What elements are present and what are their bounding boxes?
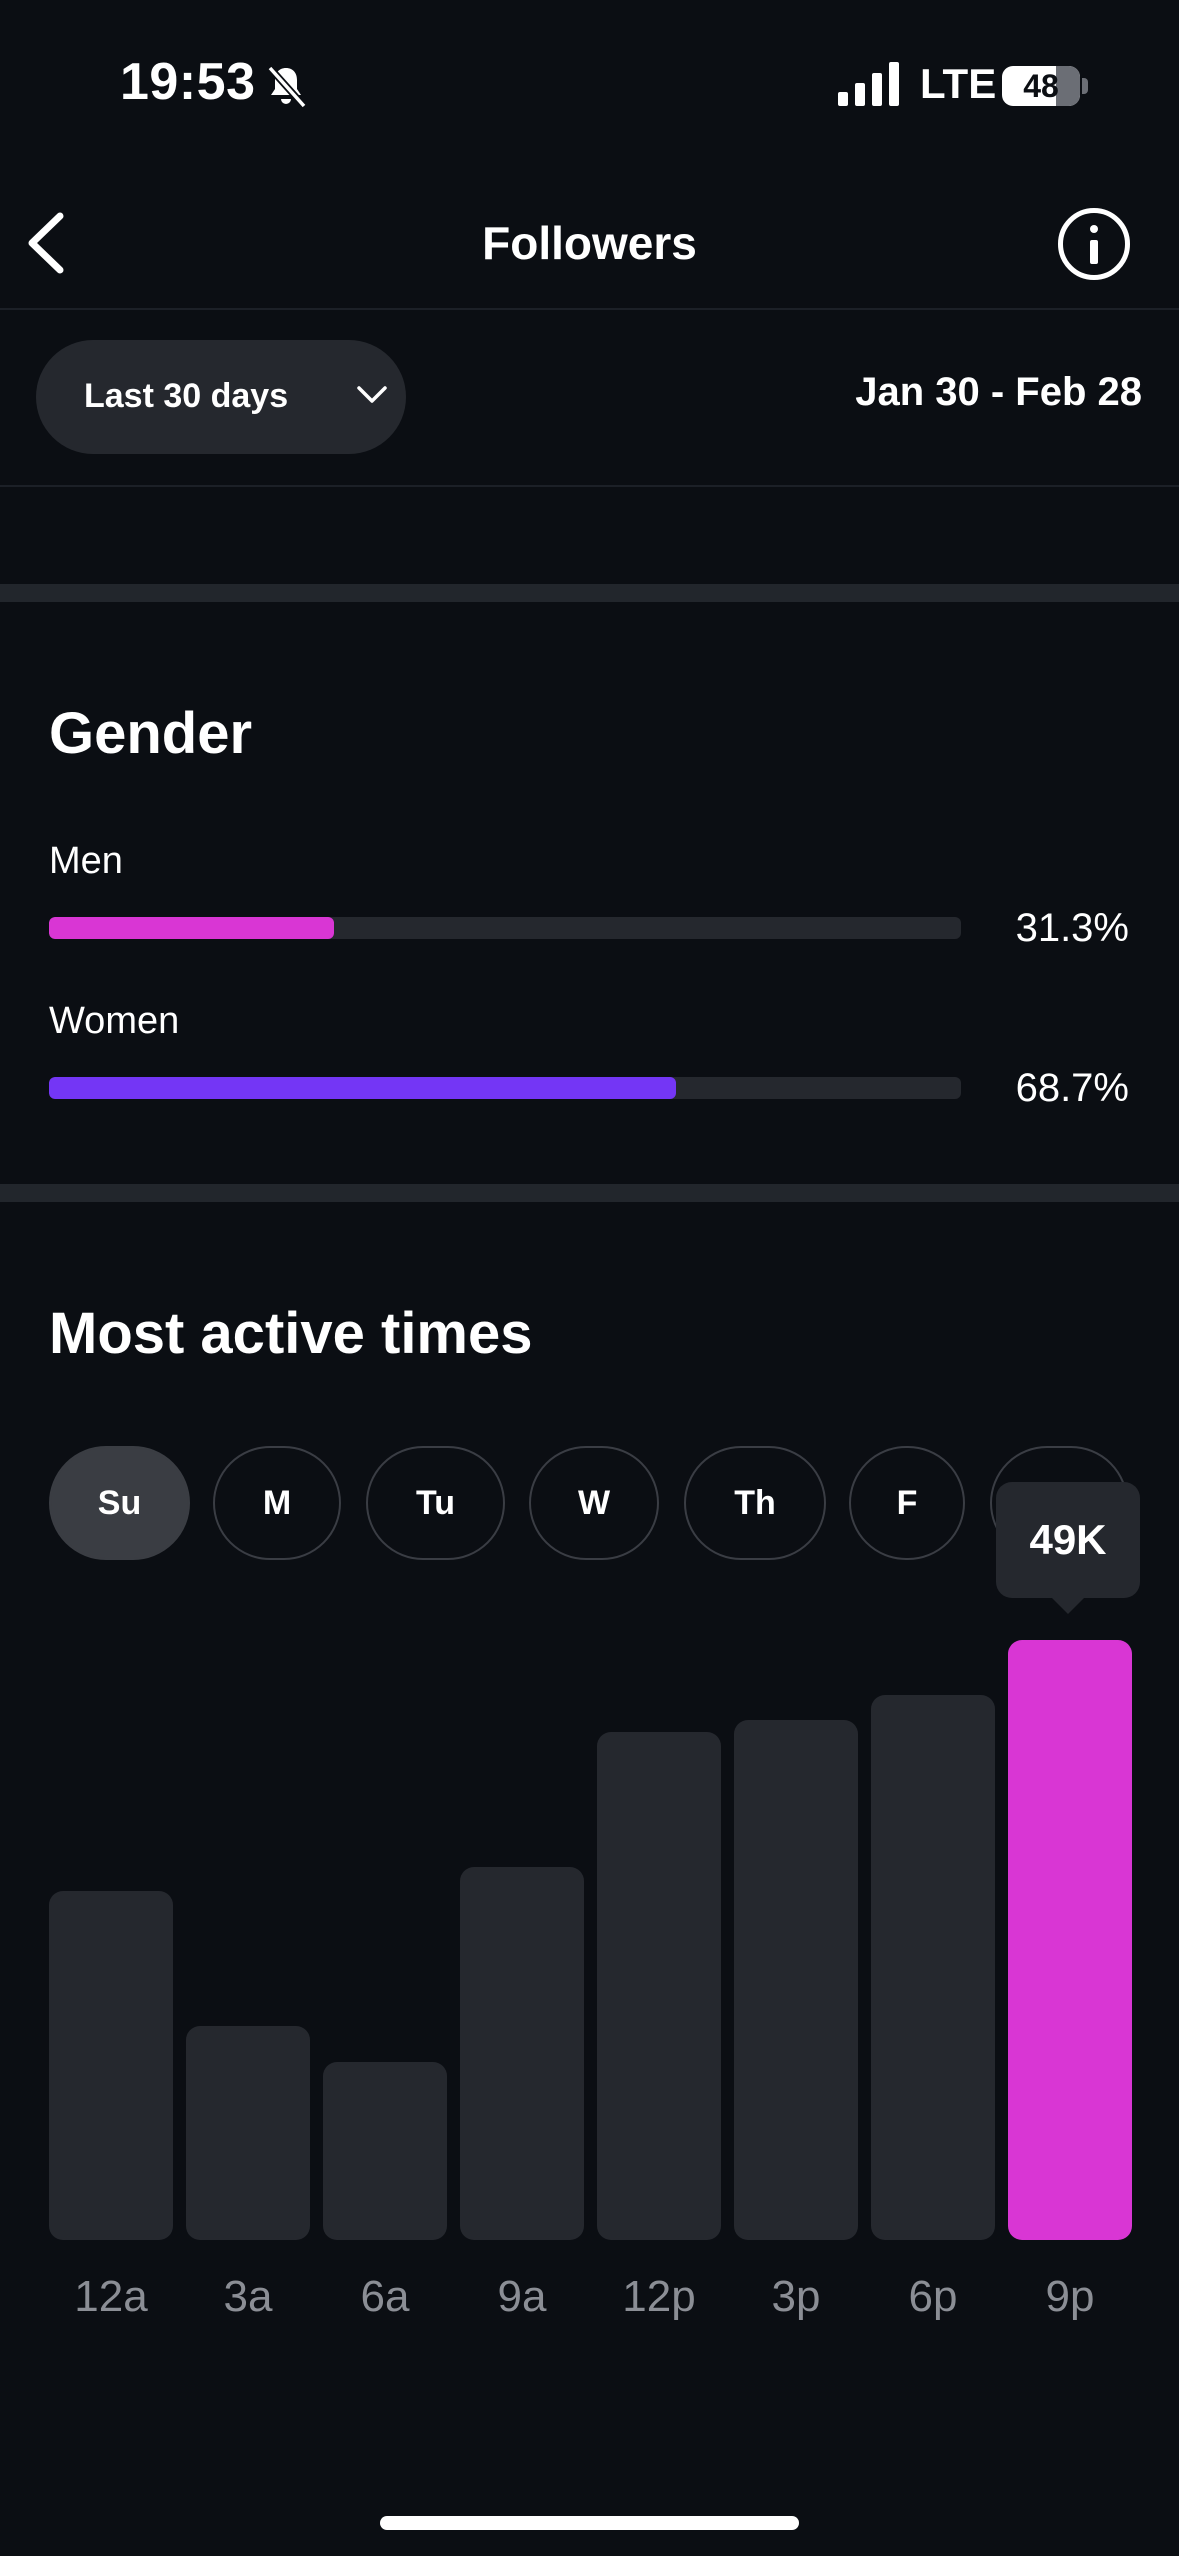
active-times-title: Most active times (49, 1301, 533, 1366)
cellular-signal-icon (838, 62, 899, 106)
battery-icon: 48 (1002, 66, 1080, 106)
chart-bar-3a[interactable] (186, 2025, 310, 2240)
gender-fill-men (49, 917, 335, 939)
gender-bar-women (49, 1077, 961, 1099)
chart-bar-12a[interactable] (49, 1891, 173, 2240)
gender-label-women: Women (49, 1000, 180, 1042)
day-pill-w[interactable]: W (529, 1446, 659, 1560)
chart-bar-3p[interactable] (734, 1719, 858, 2240)
home-indicator (380, 2516, 799, 2530)
chart-bar-9p[interactable] (1008, 1640, 1132, 2240)
gender-fill-women (49, 1077, 676, 1099)
date-range-text: Jan 30 - Feb 28 (855, 370, 1142, 414)
info-icon[interactable] (1058, 208, 1130, 280)
chart-bar-9a[interactable] (460, 1866, 584, 2240)
chart-bar-6p[interactable] (871, 1695, 995, 2240)
day-pill-f[interactable]: F (849, 1446, 965, 1560)
nav-divider (0, 308, 1179, 310)
day-pill-th[interactable]: Th (684, 1446, 826, 1560)
chevron-down-icon (357, 386, 387, 403)
section-divider (0, 584, 1179, 602)
gender-percent-women: 68.7% (1015, 1066, 1129, 1110)
day-pill-tu[interactable]: Tu (366, 1446, 505, 1560)
chart-bar-12p[interactable] (597, 1731, 721, 2240)
day-pill-su[interactable]: Su (49, 1446, 190, 1560)
x-tick-label: 6p (908, 2272, 958, 2321)
filter-divider (0, 485, 1179, 487)
date-range-dropdown[interactable]: Last 30 days (36, 340, 406, 454)
x-tick-label: 9a (497, 2272, 547, 2321)
chart-bar-6a[interactable] (323, 2062, 447, 2240)
tooltip-arrow (1050, 1596, 1086, 1614)
gender-percent-men: 31.3% (1015, 906, 1129, 950)
x-tick-label: 3p (771, 2272, 821, 2321)
section-divider (0, 1184, 1179, 1202)
network-type: LTE (920, 60, 997, 107)
date-range-dropdown-label: Last 30 days (84, 377, 289, 415)
x-tick-label: 9p (1045, 2272, 1095, 2321)
x-tick-label: 3a (223, 2272, 273, 2321)
back-chevron-icon[interactable] (22, 210, 68, 276)
x-tick-label: 12a (74, 2272, 148, 2321)
gender-label-men: Men (49, 840, 123, 882)
bar-tooltip: 49K (996, 1482, 1140, 1598)
bell-muted-icon (267, 65, 307, 109)
day-pill-m[interactable]: M (213, 1446, 341, 1560)
gender-title: Gender (49, 701, 253, 766)
battery-level: 48 (1023, 68, 1059, 104)
x-tick-label: 6a (360, 2272, 410, 2321)
status-time: 19:53 (120, 53, 256, 111)
gender-bar-men (49, 917, 961, 939)
page-title: Followers (482, 217, 697, 269)
x-tick-label: 12p (622, 2272, 696, 2321)
battery-tip (1082, 78, 1088, 94)
